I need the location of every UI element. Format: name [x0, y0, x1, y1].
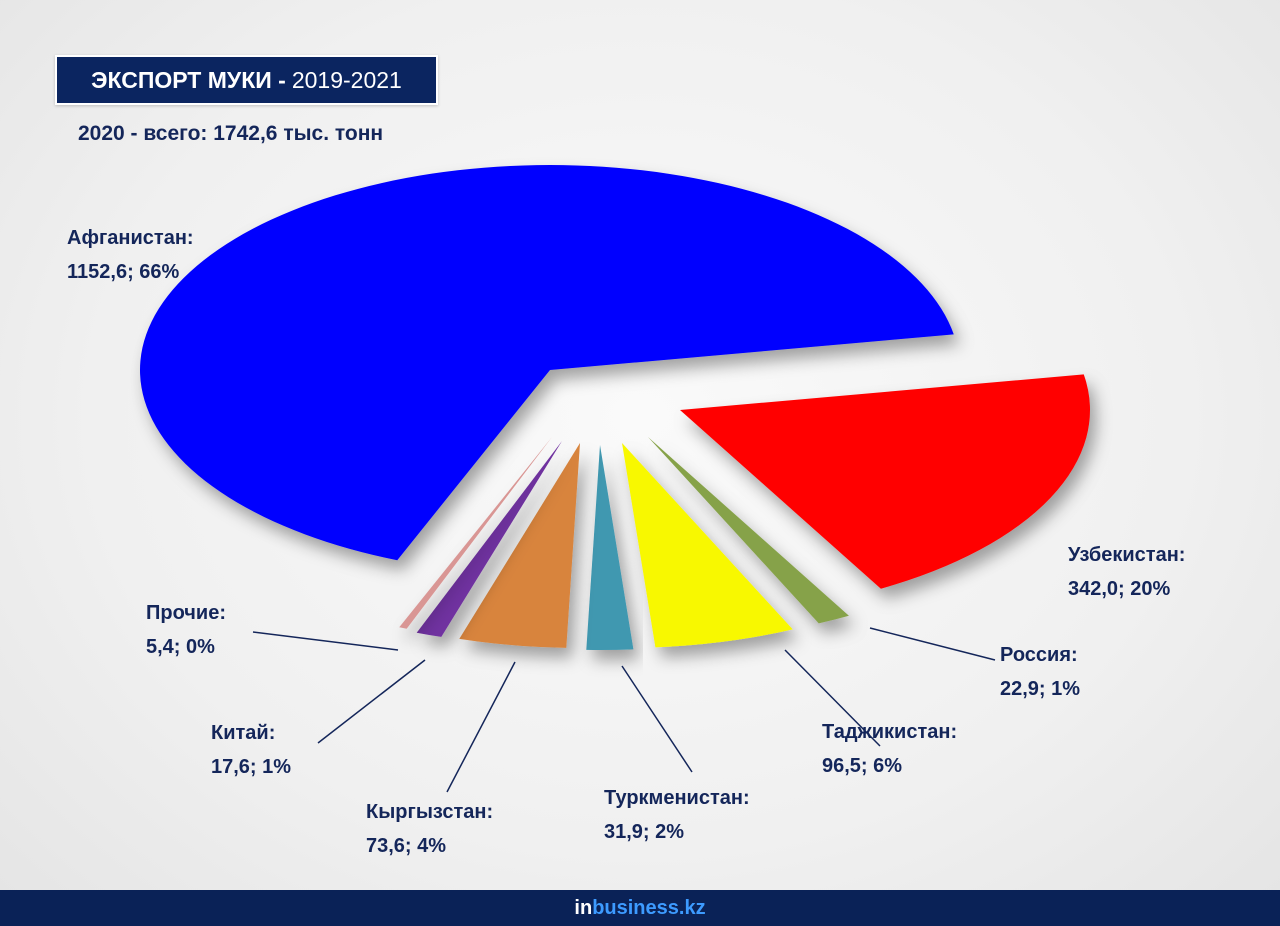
label-value: 73,6; 4%	[366, 835, 447, 857]
label-name: Туркменистан:	[604, 787, 750, 809]
label-name: Прочие:	[146, 602, 226, 624]
label-tajikistan: Таджикистан: 96,5; 6%	[822, 715, 957, 783]
pie-slice-4	[459, 443, 580, 648]
footer-logo: in business.kz	[0, 890, 1280, 926]
chart-title: ЭКСПОРТ МУКИ - 2019-2021	[55, 55, 438, 105]
label-other: Прочие: 5,4; 0%	[146, 596, 226, 664]
leader-line-china	[317, 659, 426, 744]
label-value: 5,4; 0%	[146, 636, 215, 658]
label-name: Афганистан:	[67, 227, 194, 249]
label-afghanistan: Афганистан: 1152,6; 66%	[67, 221, 194, 289]
pie-slice-7	[139, 164, 954, 561]
pie-slice-2	[622, 443, 793, 648]
label-value: 31,9; 2%	[604, 821, 685, 843]
label-russia: Россия: 22,9; 1%	[1000, 638, 1080, 706]
leader-line-kyrgyzstan	[446, 661, 516, 793]
label-china: Китай: 17,6; 1%	[211, 716, 291, 784]
title-years: 2019-2021	[291, 66, 402, 93]
label-value: 1152,6; 66%	[67, 261, 180, 283]
label-value: 342,0; 20%	[1068, 578, 1171, 600]
chart-subtitle: 2020 - всего: 1742,6 тыс. тонн	[78, 122, 384, 145]
label-kyrgyzstan: Кыргызстан: 73,6; 4%	[366, 795, 493, 863]
label-name: Таджикистан:	[822, 721, 958, 743]
label-uzbekistan: Узбекистан: 342,0; 20%	[1068, 538, 1185, 606]
logo-in: in	[574, 896, 593, 919]
leader-line-tajikistan	[784, 649, 881, 747]
title-main: ЭКСПОРТ МУКИ -	[91, 66, 286, 93]
label-name: Россия:	[1000, 644, 1078, 666]
label-name: Кыргызстан:	[366, 801, 494, 823]
pie-slice-6	[399, 437, 552, 629]
label-name: Китай:	[211, 722, 276, 744]
pie-slice-3	[586, 445, 634, 650]
label-name: Узбекистан:	[1068, 544, 1186, 566]
leader-line-turkmenistan	[621, 665, 693, 773]
label-turkmenistan: Туркменистан: 31,9; 2%	[604, 781, 750, 849]
pie-slice-5	[416, 441, 562, 637]
label-value: 22,9; 1%	[1000, 678, 1081, 700]
pie-slice-1	[648, 437, 849, 624]
leader-line-other	[252, 631, 399, 651]
leader-line-russia	[869, 627, 996, 661]
pie-slice-0	[680, 374, 1090, 589]
label-value: 96,5; 6%	[822, 755, 903, 777]
logo-rest: business.kz	[592, 896, 706, 919]
label-value: 17,6; 1%	[211, 756, 292, 778]
